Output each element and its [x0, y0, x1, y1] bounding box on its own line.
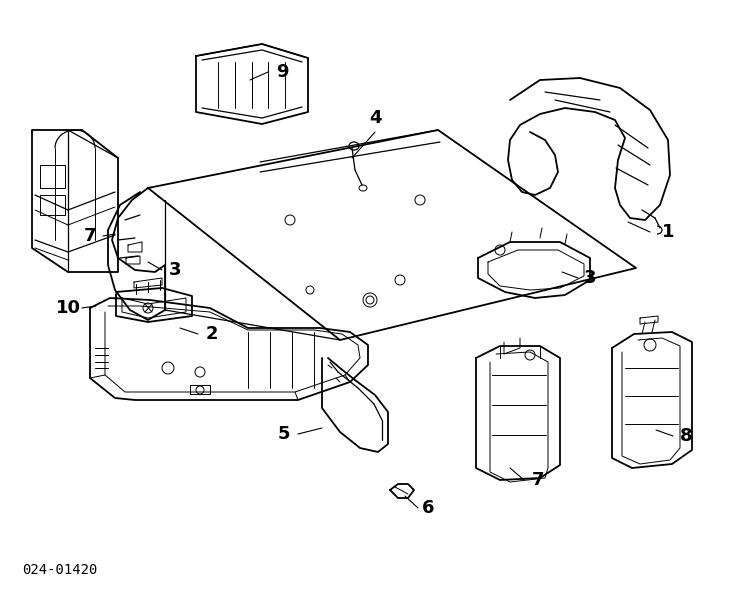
Text: 7: 7	[84, 227, 96, 245]
Text: 3: 3	[584, 269, 597, 287]
Text: 2: 2	[206, 325, 218, 343]
Text: 8: 8	[680, 427, 692, 445]
Text: 6: 6	[421, 499, 434, 517]
Text: 7: 7	[532, 471, 544, 489]
Text: 1: 1	[662, 223, 674, 241]
Text: 024-01420: 024-01420	[22, 563, 97, 577]
Text: 3: 3	[168, 261, 181, 279]
Text: 9: 9	[276, 63, 288, 81]
Text: 5: 5	[278, 425, 290, 443]
Text: 4: 4	[369, 109, 381, 127]
Text: 10: 10	[56, 299, 80, 317]
